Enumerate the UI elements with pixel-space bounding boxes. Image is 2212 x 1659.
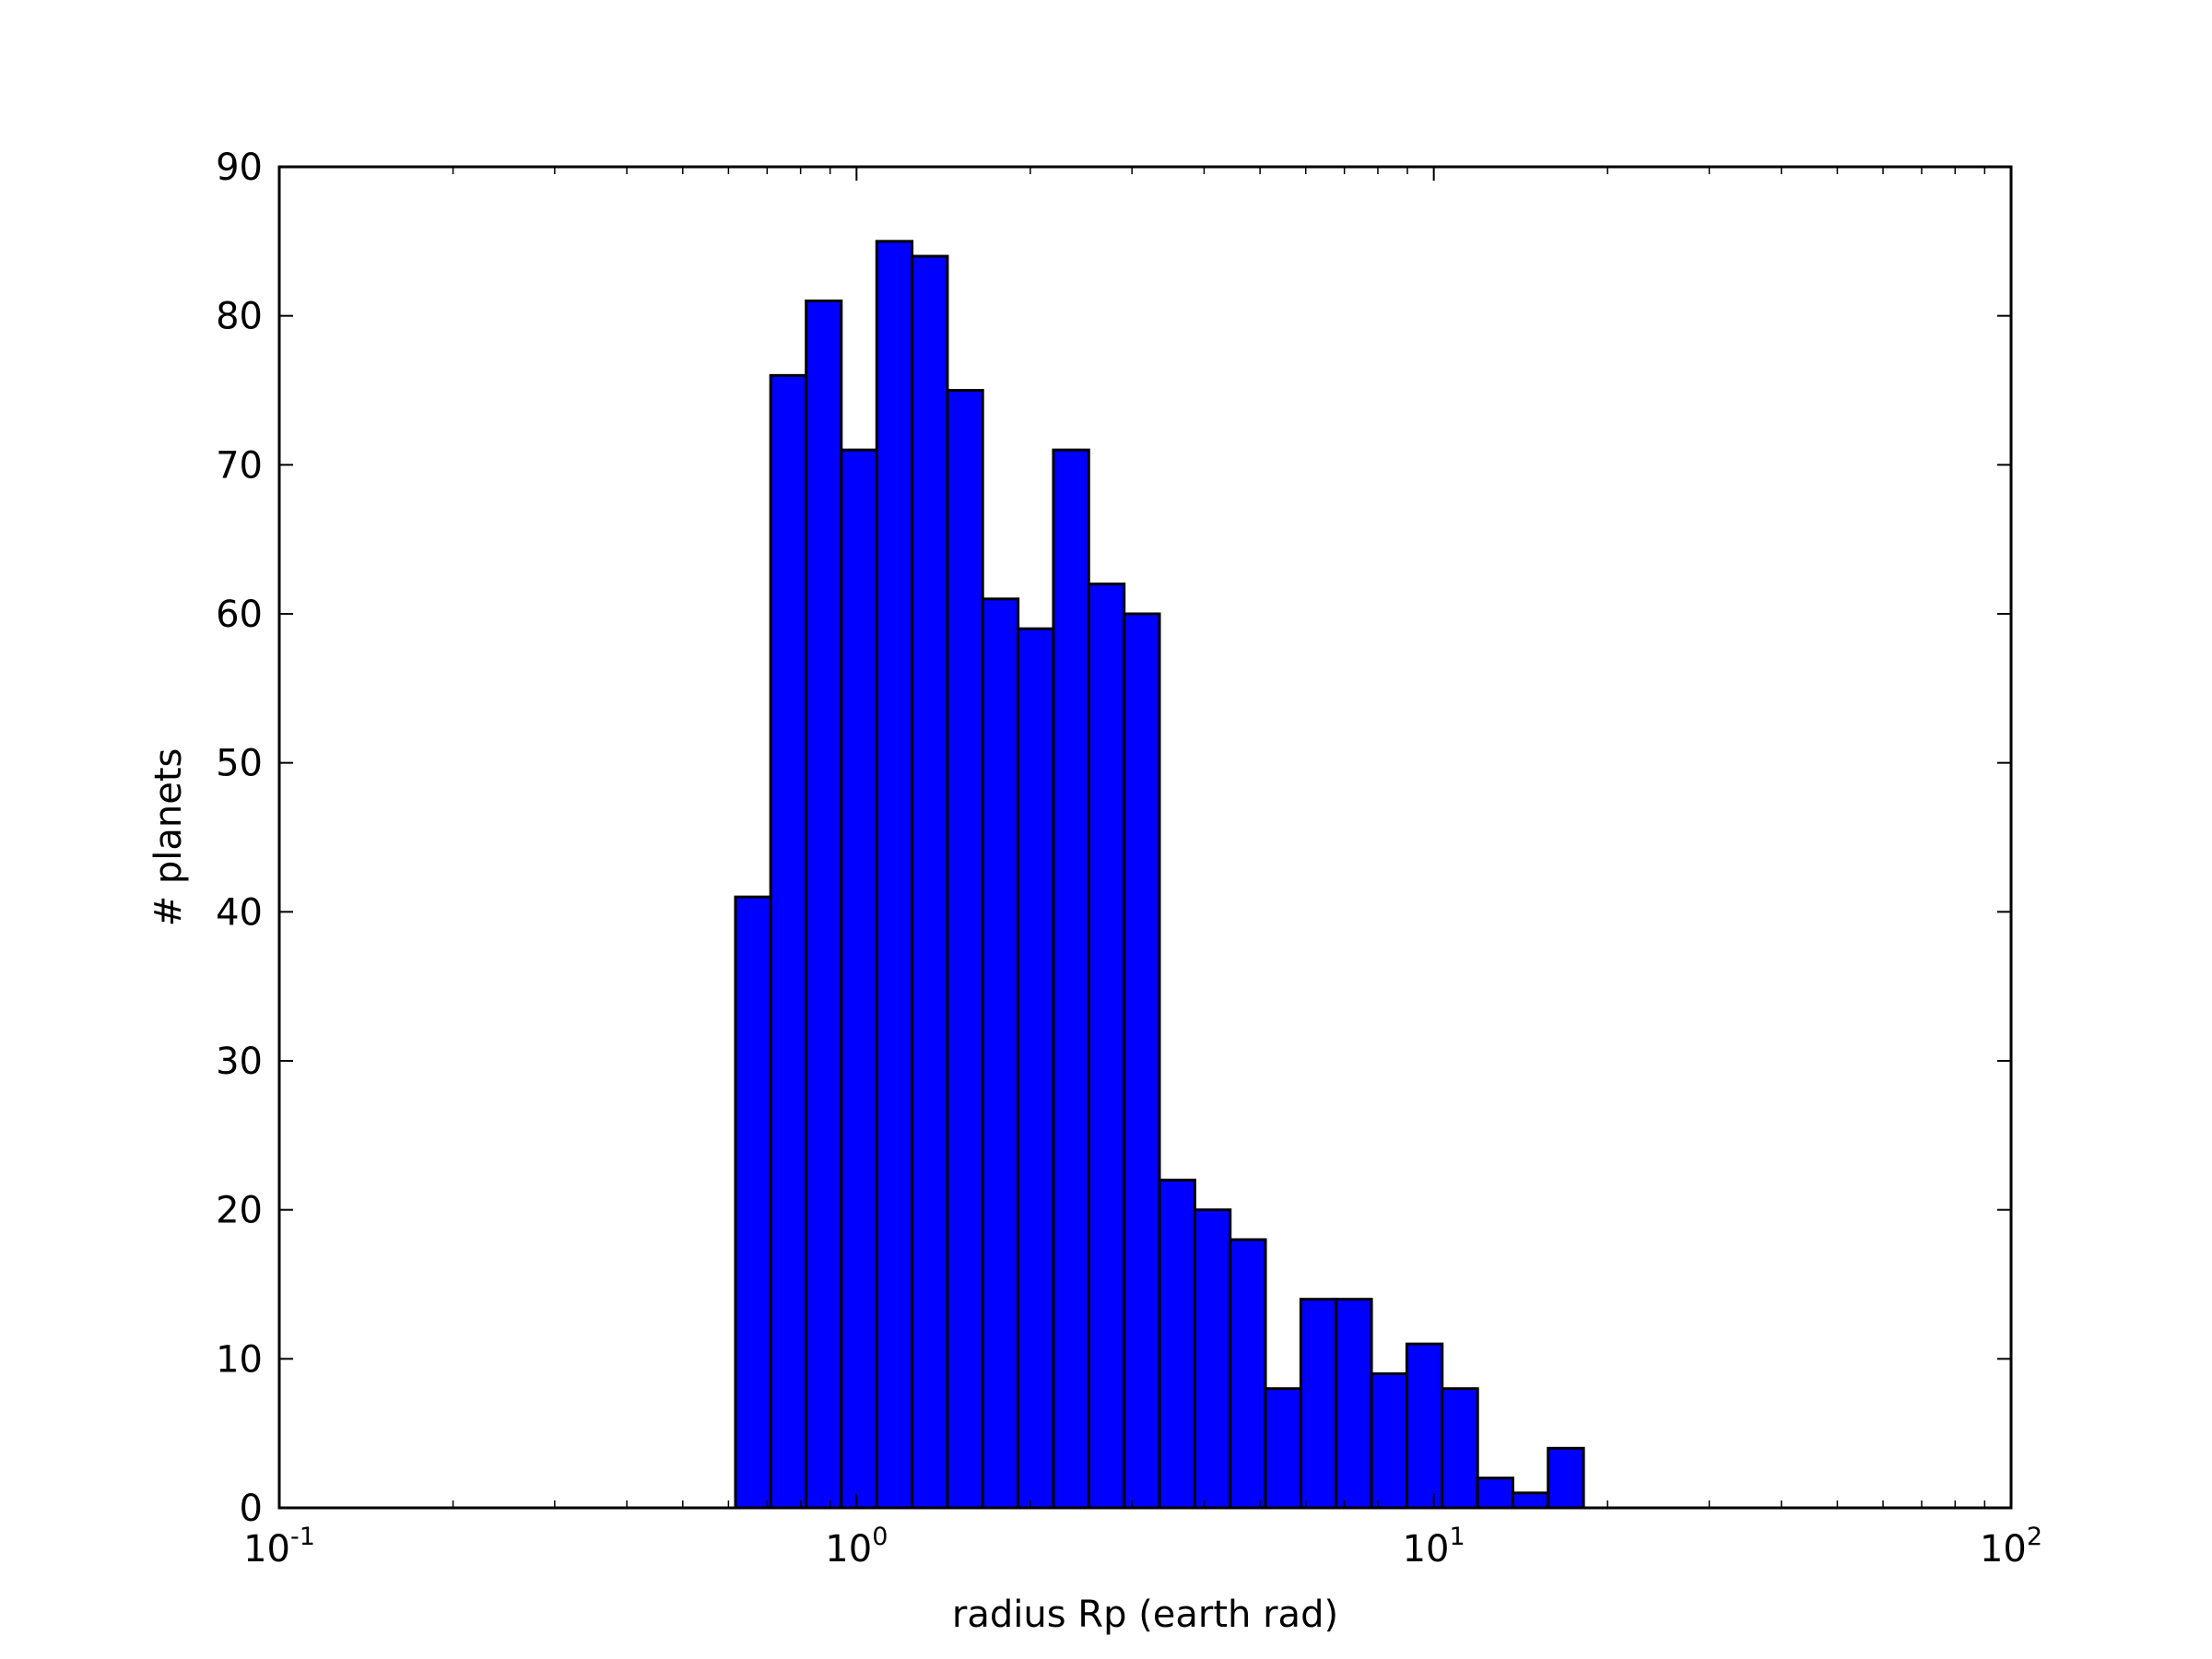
x-tick-label: 100 — [825, 1523, 888, 1571]
histogram-bar — [1511, 1491, 1550, 1510]
histogram-bar — [734, 895, 772, 1510]
y-tick-label: 0 — [240, 1488, 263, 1530]
x-axis-label: radius Rp (earth rad) — [952, 1594, 1338, 1636]
y-tick-label: 60 — [216, 594, 263, 636]
plot-frame — [277, 165, 2013, 1510]
histogram-bar — [1264, 1387, 1302, 1510]
x-tick-label: 101 — [1403, 1523, 1465, 1571]
y-tick-label: 30 — [216, 1041, 263, 1083]
histogram-bar — [911, 254, 949, 1510]
histogram-bar — [1405, 1342, 1444, 1510]
histogram-bar — [805, 300, 843, 1510]
y-tick-label: 40 — [216, 891, 263, 934]
y-tick-label: 70 — [216, 444, 263, 487]
histogram-bar — [981, 597, 1020, 1510]
histogram-bar — [875, 240, 914, 1510]
y-axis-label: # planets — [147, 748, 190, 927]
histogram-bar — [1158, 1178, 1196, 1510]
histogram-bar — [1193, 1208, 1232, 1510]
histogram-bar — [1335, 1298, 1373, 1510]
histogram-bar — [1017, 627, 1055, 1510]
histogram-bar — [1476, 1477, 1514, 1510]
histogram-bar — [1123, 612, 1161, 1510]
histogram-bar — [1299, 1298, 1338, 1510]
x-tick-label: 10-1 — [243, 1523, 315, 1571]
histogram-bar — [840, 448, 878, 1510]
histogram-bar — [946, 389, 984, 1510]
histogram-bar — [1441, 1387, 1479, 1510]
histogram-bar — [1087, 582, 1126, 1510]
bars-group — [734, 240, 1585, 1510]
y-tick-label: 50 — [216, 743, 263, 785]
y-tick-label: 90 — [216, 147, 263, 189]
y-axis-ticks: 0 10 20 30 40 50 60 70 80 90 — [216, 147, 2011, 1530]
y-tick-label: 20 — [216, 1190, 263, 1232]
histogram-bar — [1370, 1372, 1408, 1510]
y-tick-label: 10 — [216, 1338, 263, 1381]
y-tick-label: 80 — [216, 296, 263, 338]
x-tick-label: 102 — [1980, 1523, 2042, 1571]
histogram-bar — [1052, 448, 1090, 1510]
histogram-bar — [1547, 1446, 1585, 1510]
histogram-bar — [769, 373, 808, 1510]
histogram-bar — [1229, 1238, 1267, 1510]
